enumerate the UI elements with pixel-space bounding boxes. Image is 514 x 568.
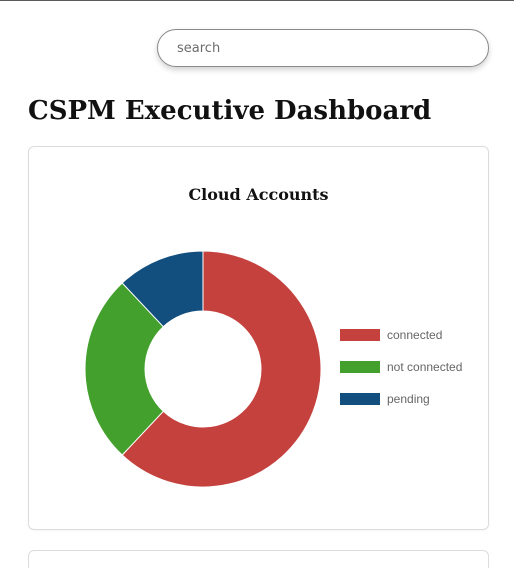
chart-title: Cloud Accounts bbox=[188, 185, 329, 204]
legend-item-connected[interactable]: connected bbox=[340, 327, 442, 343]
legend-swatch bbox=[340, 329, 380, 341]
donut-slice-pending[interactable] bbox=[121, 250, 204, 328]
second-card bbox=[28, 550, 489, 568]
cloud-accounts-donut-chart bbox=[84, 250, 322, 488]
donut-slice-connected[interactable] bbox=[121, 250, 322, 488]
legend-item-not-connected[interactable]: not connected bbox=[340, 359, 462, 375]
legend-label: not connected bbox=[387, 360, 463, 374]
legend-item-pending[interactable]: pending bbox=[340, 391, 430, 407]
legend-label: connected bbox=[387, 328, 443, 342]
donut-slice-not-connected[interactable] bbox=[84, 282, 165, 456]
legend-swatch bbox=[340, 393, 380, 405]
cloud-accounts-card: Cloud Accounts connected not connected pen… bbox=[28, 146, 489, 530]
top-border bbox=[0, 0, 514, 1]
search-input[interactable] bbox=[157, 29, 489, 67]
legend-label: pending bbox=[387, 392, 430, 406]
page-title: CSPM Executive Dashboard bbox=[28, 96, 432, 126]
legend-swatch bbox=[340, 361, 380, 373]
